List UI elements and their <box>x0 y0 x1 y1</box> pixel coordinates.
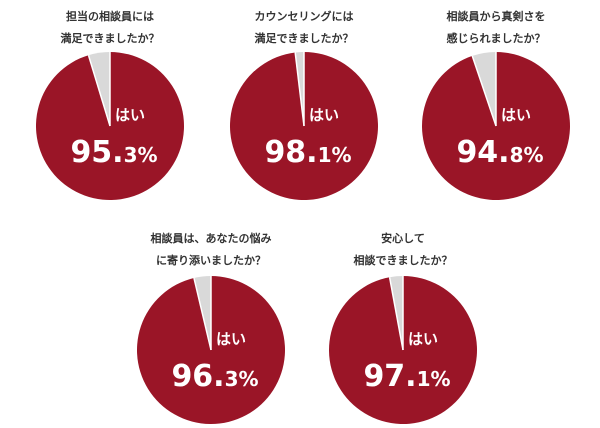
slice-divider <box>471 55 497 127</box>
slice-divider <box>193 277 212 351</box>
question-title: 安心して 相談できましたか？ <box>318 228 488 272</box>
yes-label: はい <box>408 330 438 348</box>
yes-value-label: 96.3% <box>171 359 258 394</box>
question-line-2: 相談できましたか？ <box>353 254 453 267</box>
slice-divider <box>87 54 111 127</box>
pie-slice-yes <box>36 52 185 201</box>
yes-label: はい <box>115 106 145 124</box>
question-line-2: 満足できましたか？ <box>60 32 160 45</box>
yes-label: はい <box>309 106 339 124</box>
pie-svg: はい 95.3% <box>36 52 185 201</box>
yes-value-label: 97.1% <box>363 359 450 394</box>
question-line-1: 担当の相談員には <box>66 10 154 23</box>
yes-value-label: 95.3% <box>70 135 157 170</box>
pie-chart-satisfaction-counselor: 担当の相談員には 満足できましたか？ はい 95.3% <box>30 0 190 201</box>
yes-label: はい <box>216 330 246 348</box>
pie-svg: はい 98.1% <box>230 52 378 200</box>
pie-svg: はい 94.8% <box>422 52 570 200</box>
yes-value-label: 98.1% <box>264 135 351 170</box>
question-line-2: 感じられましたか？ <box>446 32 546 45</box>
question-line-1: 相談員から真剣さを <box>446 10 546 23</box>
question-line-1: 相談員は、あなたの悩み <box>150 232 272 245</box>
question-line-2: に寄り添いましたか？ <box>156 254 266 267</box>
question-title: 相談員は、あなたの悩み に寄り添いましたか？ <box>126 228 296 272</box>
question-title: 担当の相談員には 満足できましたか？ <box>30 6 190 50</box>
pie-chart-reassurance: 安心して 相談できましたか？ はい 97.1% <box>318 222 488 428</box>
question-line-1: カウンセリングには <box>254 10 354 23</box>
pie-chart-sincerity: 相談員から真剣さを 感じられましたか？ はい 94.8% <box>416 0 576 200</box>
yes-label: はい <box>501 106 531 124</box>
question-title: カウンセリングには 満足できましたか？ <box>224 6 384 50</box>
slice-divider <box>294 52 305 127</box>
yes-value-label: 94.8% <box>456 135 543 170</box>
slice-divider <box>388 277 404 351</box>
pie-svg: はい 96.3% <box>137 276 285 424</box>
pie-chart-empathy: 相談員は、あなたの悩み に寄り添いましたか？ はい 96.3% <box>126 222 296 428</box>
question-title: 相談員から真剣さを 感じられましたか？ <box>416 6 576 50</box>
pie-chart-satisfaction-counseling: カウンセリングには 満足できましたか？ はい 98.1% <box>224 0 384 200</box>
pie-svg: はい 97.1% <box>329 276 477 424</box>
question-line-1: 安心して <box>381 232 425 245</box>
question-line-2: 満足できましたか？ <box>254 32 354 45</box>
